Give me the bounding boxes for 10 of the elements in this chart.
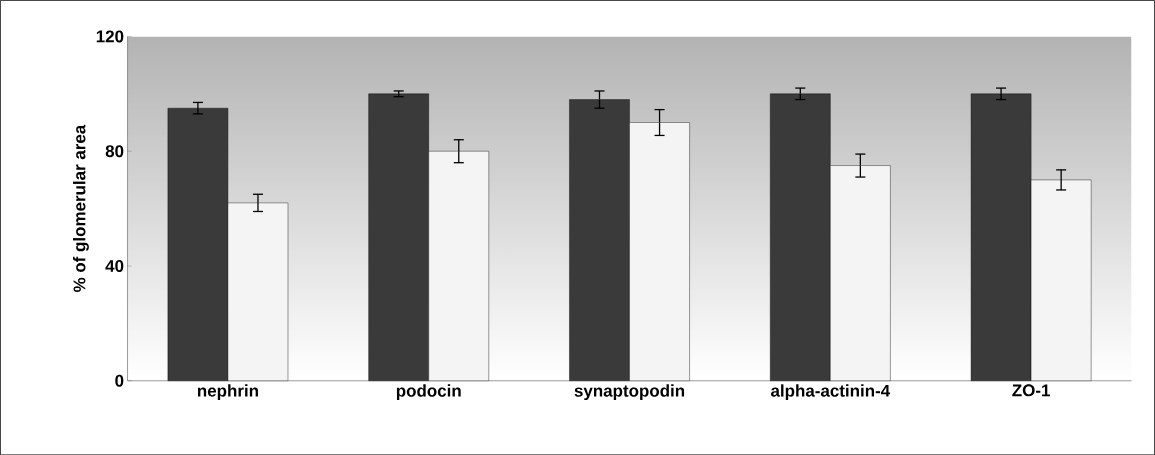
y-tick-label: 0	[115, 374, 124, 387]
x-tick-label: alpha-actinin-4	[771, 384, 891, 400]
y-tick-label: 40	[105, 259, 124, 272]
y-axis-title: % of glomerular area	[73, 124, 89, 292]
x-tick-label: ZO-1	[1012, 384, 1050, 397]
y-tick-label: 80	[105, 145, 124, 158]
x-tick-label: nephrin	[197, 384, 258, 400]
y-tick-label: 120	[96, 30, 124, 43]
x-tick-label: synaptopodin	[574, 384, 685, 400]
x-tick-label: podocin	[396, 384, 461, 400]
